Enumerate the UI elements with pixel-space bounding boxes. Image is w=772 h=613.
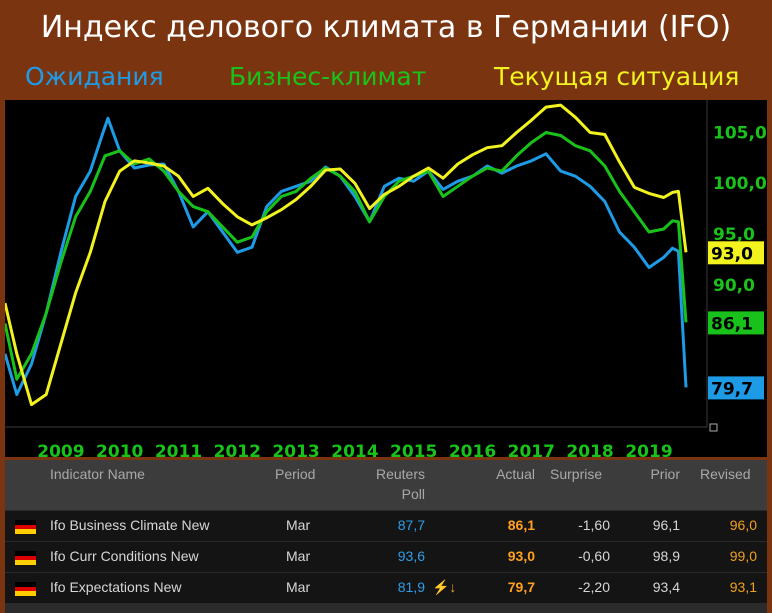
revised-value: 99,0 — [729, 548, 757, 564]
x-tick-label-8: 2016 — [449, 442, 496, 457]
y-tick-label-2: 100,0 — [713, 174, 767, 194]
revised-value: 96,0 — [729, 517, 757, 533]
header-revised: Revised — [700, 466, 751, 482]
germany-flag-icon — [15, 582, 36, 596]
end-label-box-2 — [708, 311, 764, 335]
chart-title: Индекс делового климата в Германии (IFO) — [40, 10, 732, 45]
actual-value: 93,0 — [507, 548, 535, 564]
period-value: Mar — [286, 548, 311, 564]
header-indicator: Indicator Name — [50, 466, 145, 482]
x-tick-label-4: 2012 — [214, 442, 261, 457]
series-line-2 — [5, 131, 688, 381]
indicator-name: Ifo Curr Conditions New — [50, 548, 199, 564]
chart-panel: 105,0 100,0 95,0 90,0 2009 2010 2011 2012 2013 20… — [5, 100, 767, 457]
line-chart: 105,0 100,0 95,0 90,0 2009 2010 2011 2012 2013 20… — [5, 100, 767, 457]
series-line-3 — [5, 103, 688, 407]
table-header: Indicator Name Period Reuters Poll Actua… — [5, 460, 767, 510]
header-period: Period — [275, 466, 316, 482]
x-tick-label-6: 2014 — [331, 442, 378, 457]
legend-expectations: Ожидания — [25, 62, 164, 91]
header-actual: Actual — [496, 466, 535, 482]
x-tick-label-9: 2017 — [508, 442, 555, 457]
germany-flag-icon — [15, 520, 36, 534]
surprise-value: -2,20 — [578, 579, 610, 595]
x-tick-label-3: 2011 — [155, 442, 202, 457]
prior-value: 96,1 — [652, 517, 680, 533]
poll-value: 87,7 — [397, 517, 425, 533]
end-label-box-1 — [708, 241, 764, 265]
end-label-text-2: 86,1 — [711, 314, 753, 334]
indicator-name: Ifo Business Climate New — [50, 517, 210, 533]
y-tick-label-3: 95,0 — [713, 225, 755, 245]
y-tick-label-1: 105,0 — [713, 124, 767, 144]
table-row[interactable]: Ifo Curr Conditions New Mar 93,6 93,0 -0,60 9… — [5, 541, 767, 572]
header-poll-1: Reuters — [375, 466, 425, 482]
header-prior: Prior — [650, 466, 680, 482]
poll-value: 93,6 — [397, 548, 425, 564]
y-tick-label-4: 90,0 — [713, 276, 755, 296]
legend-current-situation: Текущая ситуация — [494, 62, 740, 91]
legend-business-climate: Бизнес-климат — [229, 62, 427, 91]
actual-value: 86,1 — [507, 517, 535, 533]
x-tick-label-10: 2018 — [566, 442, 613, 457]
revised-value: 93,1 — [729, 579, 757, 595]
actual-value: 79,7 — [507, 579, 535, 595]
poll-value: 81,9 — [397, 579, 425, 595]
header: Индекс делового климата в Германии (IFO)… — [0, 0, 772, 100]
x-tick-label-7: 2015 — [390, 442, 437, 457]
germany-flag-icon — [15, 551, 36, 565]
surprise-value: -0,60 — [578, 548, 610, 564]
x-tick-label-2: 2010 — [96, 442, 143, 457]
indicator-table: Indicator Name Period Reuters Poll Actua… — [5, 460, 767, 613]
indicator-name: Ifo Expectations New — [50, 579, 182, 595]
period-value: Mar — [286, 517, 311, 533]
end-label-text-3: 79,7 — [711, 379, 753, 399]
header-poll-2: Poll — [401, 486, 425, 502]
end-label-text-1: 93,0 — [711, 244, 753, 264]
x-tick-label-1: 2009 — [37, 442, 84, 457]
table-row[interactable]: Ifo Expectations New Mar 81,9 ⚡↓ 79,7 -2,20 93… — [5, 572, 767, 603]
surprise-value: -1,60 — [578, 517, 610, 533]
table-row[interactable]: Ifo Business Climate New Mar 87,7 86,1 -1,60… — [5, 510, 767, 541]
prior-value: 93,4 — [652, 579, 680, 595]
x-tick-label-5: 2013 — [272, 442, 319, 457]
alert-icon: ⚡↓ — [432, 579, 457, 595]
x-tick-label-11: 2019 — [625, 442, 672, 457]
header-surprise: Surprise — [550, 466, 603, 482]
prior-value: 98,9 — [652, 548, 680, 564]
zoom-marker-icon — [709, 423, 718, 432]
period-value: Mar — [286, 579, 311, 595]
series-line-1 — [5, 116, 688, 396]
end-label-box-3 — [708, 376, 764, 400]
